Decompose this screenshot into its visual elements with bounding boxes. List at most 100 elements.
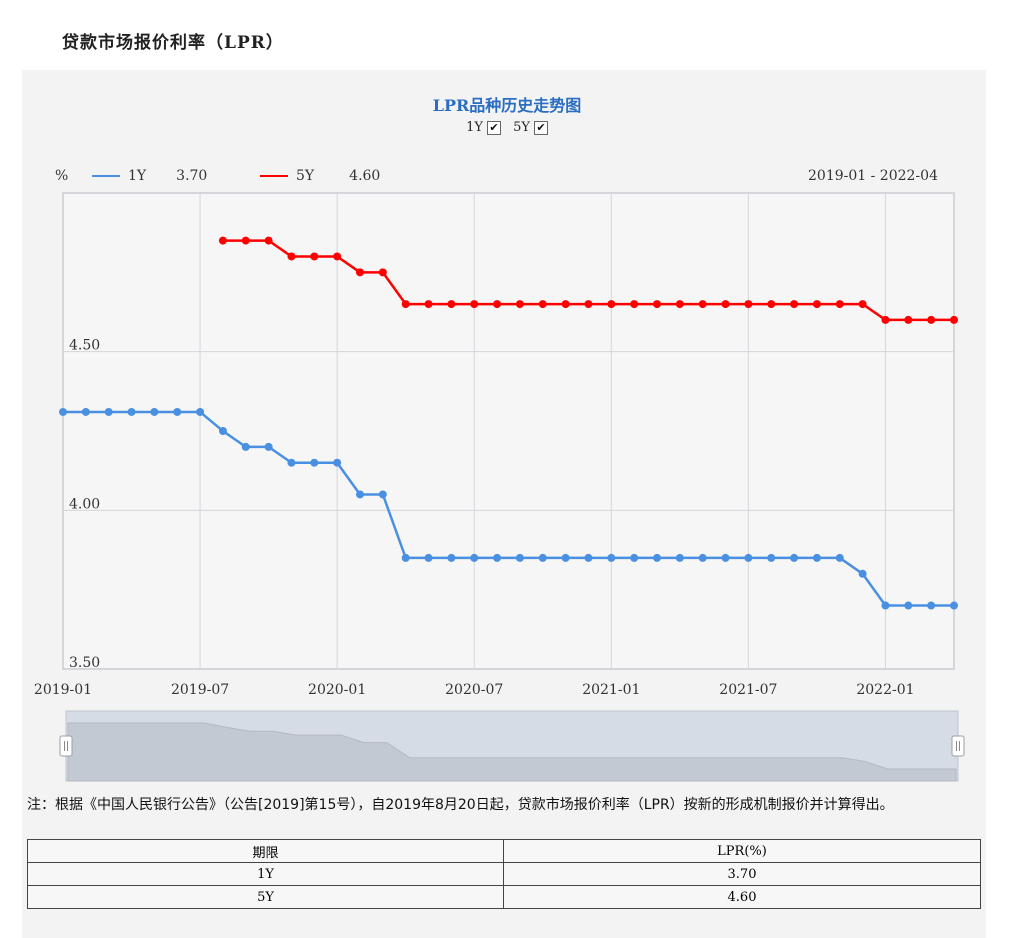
data-point-5y — [790, 300, 799, 309]
navigator-area — [67, 722, 957, 782]
data-point-1y — [470, 553, 479, 562]
data-point-1y — [698, 553, 707, 562]
data-point-1y — [378, 490, 387, 499]
x-tick-label: 2019-01 — [34, 682, 92, 698]
data-point-5y — [218, 236, 227, 245]
legend-1y[interactable]: 1Y 3.70 — [92, 168, 207, 184]
data-point-5y — [333, 252, 342, 261]
x-tick-label: 2020-01 — [308, 682, 366, 698]
data-point-5y — [835, 300, 844, 309]
data-point-1y — [356, 490, 364, 499]
data-point-5y — [767, 300, 776, 309]
legend-1y-swatch — [92, 175, 120, 177]
data-point-5y — [561, 300, 570, 309]
chart-title: LPR品种历史走势图 — [432, 96, 582, 115]
data-point-1y — [59, 407, 67, 416]
data-point-1y — [607, 553, 616, 562]
data-point-1y — [127, 407, 136, 416]
x-tick-label: 2021-01 — [582, 682, 640, 698]
data-point-5y — [401, 300, 410, 309]
x-tick-label: 2020-07 — [445, 682, 503, 698]
toggle-1y[interactable]: 1Y ✔ — [466, 120, 501, 135]
table-header-row: 期限 LPR(%) — [27, 839, 981, 863]
data-point-1y — [104, 407, 113, 416]
table-row: 5Y 4.60 — [27, 885, 981, 909]
data-point-5y — [584, 300, 593, 309]
x-tick-label: 2021-07 — [719, 682, 777, 698]
data-point-1y — [904, 601, 913, 610]
data-point-1y — [584, 553, 593, 562]
plot-area — [62, 192, 955, 670]
y-tick-label: 4.50 — [69, 338, 100, 354]
data-point-5y — [927, 315, 936, 324]
data-point-1y — [447, 553, 456, 562]
date-range-label: 2019-01 - 2022-04 — [808, 168, 938, 184]
data-point-1y — [196, 407, 205, 416]
data-point-1y — [241, 442, 250, 451]
data-point-5y — [698, 300, 707, 309]
lpr-line-chart: 3.50 4.00 4.50 2019-01 2019-07 2020-01 2020-07… — [34, 192, 965, 782]
data-point-1y — [881, 601, 890, 610]
legend-1y-value: 3.70 — [176, 168, 208, 184]
legend-5y[interactable]: 5Y 4.60 — [260, 168, 380, 184]
data-point-1y — [424, 553, 433, 562]
data-point-1y — [150, 407, 159, 416]
data-point-5y — [264, 236, 273, 245]
series-toggles: 1Y ✔ 5Y ✔ — [0, 120, 1014, 135]
data-point-5y — [675, 300, 684, 309]
x-tick-label: 2019-07 — [171, 682, 229, 698]
data-point-1y — [218, 427, 227, 435]
page-title: 贷款市场报价利率（LPR） — [62, 33, 284, 53]
table-cell-term: 1Y — [27, 862, 504, 886]
data-point-5y — [950, 315, 958, 324]
data-point-1y — [950, 601, 958, 610]
data-point-1y — [310, 458, 319, 467]
data-point-5y — [356, 268, 364, 277]
data-point-5y — [447, 300, 456, 309]
data-point-1y — [858, 569, 867, 578]
y-tick-label: 4.00 — [69, 496, 100, 512]
legend-5y-swatch — [260, 175, 288, 177]
series-line-1y — [63, 410, 954, 607]
toggle-5y-checkbox[interactable]: ✔ — [533, 120, 548, 135]
legend-5y-value: 4.60 — [349, 168, 381, 184]
data-point-5y — [424, 300, 433, 309]
data-point-5y — [744, 300, 753, 309]
toggle-1y-label: 1Y — [466, 120, 483, 135]
data-point-1y — [264, 442, 273, 451]
data-point-1y — [812, 553, 821, 562]
data-point-5y — [493, 300, 502, 309]
navigator-handle-right[interactable] — [951, 735, 965, 757]
data-point-1y — [515, 553, 524, 562]
data-point-1y — [675, 553, 684, 562]
data-point-5y — [607, 300, 616, 309]
data-point-5y — [470, 300, 479, 309]
legend-1y-name: 1Y — [128, 168, 147, 184]
data-point-5y — [653, 300, 661, 309]
data-point-5y — [904, 315, 913, 324]
data-point-1y — [721, 553, 730, 562]
data-point-5y — [287, 252, 296, 261]
data-point-5y — [515, 300, 524, 309]
data-point-1y — [630, 553, 639, 562]
x-tick-label: 2022-01 — [856, 682, 914, 698]
data-point-1y — [653, 553, 661, 562]
data-point-1y — [173, 407, 182, 416]
footnote: 注：根据《中国人民银行公告》（公告[2019]第15号），自2019年8月20日… — [27, 797, 894, 813]
data-point-1y — [538, 553, 547, 562]
table-cell-value: 3.70 — [503, 862, 981, 886]
data-point-5y — [310, 252, 319, 261]
table-cell-term: 5Y — [27, 885, 504, 909]
data-point-5y — [858, 300, 867, 309]
data-point-1y — [835, 553, 844, 562]
table-row: 1Y 3.70 — [27, 862, 981, 886]
data-point-1y — [790, 553, 799, 562]
data-point-1y — [333, 458, 342, 467]
navigator-handle-left[interactable] — [59, 735, 73, 757]
data-point-1y — [744, 553, 753, 562]
data-point-5y — [881, 315, 890, 324]
data-point-5y — [538, 300, 547, 309]
toggle-1y-checkbox[interactable]: ✔ — [486, 120, 501, 135]
data-point-1y — [287, 458, 296, 467]
toggle-5y[interactable]: 5Y ✔ — [513, 120, 548, 135]
